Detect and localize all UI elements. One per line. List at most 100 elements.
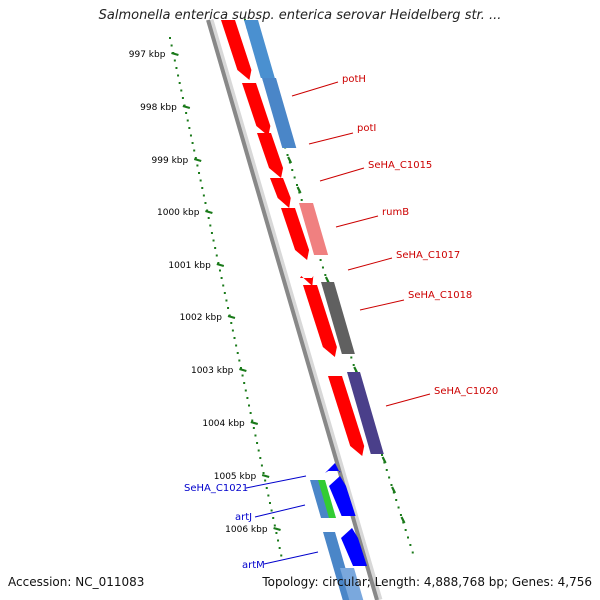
ruler-dot [204, 202, 207, 204]
ruler-dot [241, 374, 244, 377]
ruler-dot [177, 74, 180, 77]
ruler-tick-label: 1001 kbp [168, 261, 211, 271]
ruler-dot [198, 172, 201, 174]
gene-arrow-forward[interactable] [281, 208, 310, 260]
ruler-dot [238, 359, 241, 362]
rumB-band[interactable] [299, 203, 329, 255]
ruler-dot [319, 259, 322, 261]
ruler-dot [286, 154, 289, 156]
ruler-dot [252, 427, 255, 429]
ruler-dot [199, 179, 202, 182]
cds-band[interactable] [321, 282, 355, 354]
ruler-dot [175, 67, 178, 69]
gene-label[interactable]: artJ [235, 512, 252, 523]
ruler-dot [249, 412, 252, 414]
ruler-tick [239, 367, 247, 373]
ruler-dot [278, 547, 281, 549]
gene-arrow-forward[interactable] [270, 178, 291, 208]
gene-arrow-forward[interactable] [221, 20, 252, 80]
ruler-dot [262, 472, 265, 474]
ruler-dot [300, 199, 303, 201]
ruler-dot [324, 274, 327, 276]
ruler-dot [239, 367, 242, 369]
ruler-dot [291, 169, 294, 171]
gene-labels: potH potI SeHA_C1015 rumB SeHA_C1017 SeHA_C10… [184, 74, 498, 571]
gene-label[interactable]: potH [342, 74, 366, 85]
ruler-dot [254, 434, 257, 437]
ruler-tick [205, 209, 213, 215]
gene-label[interactable]: artM [242, 560, 265, 571]
ruler-dot [233, 337, 236, 339]
ruler-dot [189, 134, 192, 137]
ruler-dot [185, 112, 188, 114]
ruler-dot [209, 224, 212, 227]
ruler-dot [230, 322, 233, 324]
gene-label[interactable]: rumB [382, 207, 409, 218]
gene-leader-line [335, 215, 379, 228]
gene-arrow-forward[interactable] [300, 276, 314, 286]
ruler-dot [173, 59, 176, 62]
gene-label[interactable]: SeHA_C1017 [396, 250, 460, 261]
ruler-tick-label: 1006 kbp [225, 525, 268, 535]
ruler-tick [261, 473, 270, 479]
ruler-dot [267, 494, 270, 497]
cds-band[interactable] [340, 568, 364, 600]
gene-arrow-forward[interactable] [303, 285, 337, 357]
gene-label[interactable]: potI [357, 123, 376, 134]
ruler-dot [399, 514, 402, 516]
gene-arrow-reverse[interactable] [329, 476, 356, 516]
ruler-dot [256, 442, 259, 444]
ruler-dot [275, 532, 278, 534]
ruler-dot [352, 364, 355, 366]
gene-leader-line [245, 475, 307, 489]
gene-label[interactable]: SeHA_C1018 [408, 290, 472, 301]
ruler-dot [210, 232, 213, 234]
gene-leader-line [347, 257, 393, 271]
ruler-tick [296, 186, 302, 194]
gene-arrow-reverse[interactable] [341, 528, 368, 566]
gene-arrow-forward[interactable] [257, 133, 284, 178]
ruler-tick [216, 262, 225, 268]
ruler-tick [193, 157, 202, 163]
ruler-dot [260, 464, 263, 467]
ruler-dot [202, 194, 205, 197]
ruler-dot [218, 269, 221, 272]
ruler-dot [223, 292, 226, 294]
gene-arrow-reverse[interactable] [325, 463, 341, 473]
ruler-tick-label: 1003 kbp [191, 366, 234, 376]
ruler-tick [227, 314, 236, 320]
ruler-dot [225, 299, 228, 302]
ruler-dot [178, 82, 181, 84]
ruler-dot [273, 524, 276, 527]
gene-label[interactable]: SeHA_C1015 [368, 160, 432, 171]
gene-label[interactable]: SeHA_C1020 [434, 386, 498, 397]
ruler-tick [250, 420, 259, 426]
gene-arrow-forward[interactable] [328, 376, 365, 456]
accession-text: Accession: NC_011083 [8, 575, 145, 589]
cds-band[interactable] [310, 480, 331, 518]
cds-band[interactable] [347, 372, 384, 454]
ruler-dot [169, 37, 171, 39]
ruler-dot [264, 479, 267, 482]
ruler-dot [259, 457, 262, 459]
ruler-dot [321, 266, 324, 269]
ruler-dot [265, 487, 268, 489]
ruler-dot [217, 262, 220, 264]
ruler-dot [246, 397, 249, 399]
cds-band[interactable] [244, 20, 275, 78]
cds-band[interactable] [318, 480, 337, 518]
ruler-dot [407, 536, 410, 539]
gene-leader-line [319, 167, 365, 182]
gene-leader-line [385, 393, 431, 407]
gene-leader-line [254, 504, 306, 518]
ruler-dot [170, 44, 173, 47]
ruler-dot [272, 517, 275, 519]
ruler-dot [214, 247, 217, 249]
cds-band[interactable] [262, 78, 297, 148]
gene-arrow-forward[interactable] [242, 83, 271, 136]
ruler-dot [251, 419, 254, 422]
ruler-dot [191, 142, 194, 144]
gene-label[interactable]: SeHA_C1021 [184, 483, 248, 494]
